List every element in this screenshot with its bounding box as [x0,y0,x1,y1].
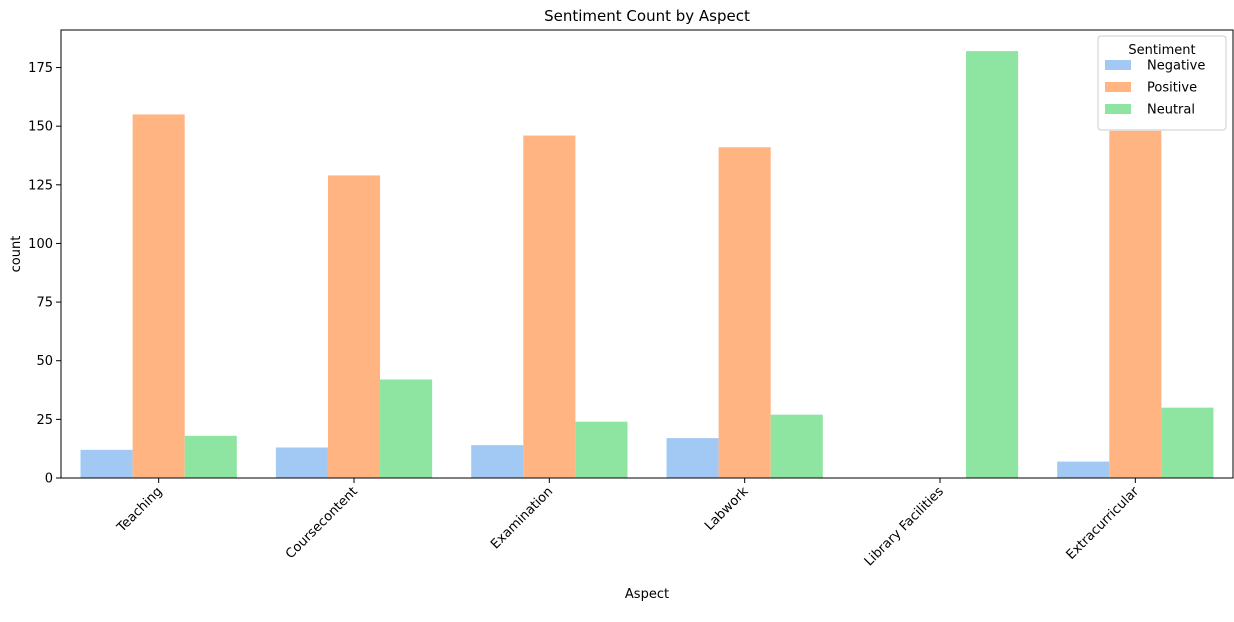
bar-neutral-library-facilities [966,51,1019,478]
x-tick-label: Teaching [114,484,166,536]
y-tick-label: 125 [28,178,53,193]
y-axis: 0 25 50 75 100 125 150 175 [28,61,61,487]
y-axis-label: count [9,236,24,273]
bar-negative-teaching [80,449,133,478]
bar-positive-teaching [132,114,185,478]
x-tick-label: Library Facilities [862,484,947,569]
y-tick-label: 150 [28,120,53,135]
bar-negative-extracurricular [1057,461,1110,478]
plot-frame [60,29,1234,479]
legend-label-positive: Positive [1147,81,1197,96]
bar-negative-labwork [666,438,719,478]
legend-swatch-positive [1105,82,1131,92]
x-tick-label: Coursecontent [283,484,361,562]
bar-neutral-extracurricular [1161,407,1214,478]
bar-neutral-teaching [184,435,237,478]
bar-positive-extracurricular [1109,130,1162,478]
bar-neutral-coursecontent [380,379,433,478]
y-tick-label: 75 [36,296,53,311]
legend-title: Sentiment [1128,43,1195,58]
x-tick-label: Examination [488,484,556,552]
x-axis: Teaching Coursecontent Examination Labwork L… [114,478,1143,569]
legend-label-neutral: Neutral [1147,103,1195,118]
x-tick-label: Extracurricular [1064,484,1143,563]
y-tick-label: 100 [28,237,53,252]
y-tick-label: 50 [36,354,53,369]
bars-group [80,51,1214,479]
bar-neutral-examination [575,421,628,478]
legend-items: Negative Positive Neutral [1105,59,1205,118]
legend-swatch-negative [1105,60,1131,70]
legend: Sentiment Negative Positive Neutral [1097,35,1227,131]
bar-negative-coursecontent [275,447,328,478]
legend-swatch-neutral [1105,104,1131,114]
bar-positive-examination [523,135,576,478]
bar-negative-examination [471,445,524,478]
y-tick-label: 175 [28,61,53,76]
bar-positive-labwork [718,147,771,479]
bar-positive-coursecontent [327,175,381,479]
x-axis-label: Aspect [625,587,669,602]
y-tick-label: 0 [45,472,53,487]
chart-title: Sentiment Count by Aspect [544,7,750,25]
y-tick-label: 25 [36,413,53,428]
x-tick-label: Labwork [702,484,752,534]
legend-label-negative: Negative [1147,59,1205,74]
bar-neutral-labwork [770,414,823,478]
